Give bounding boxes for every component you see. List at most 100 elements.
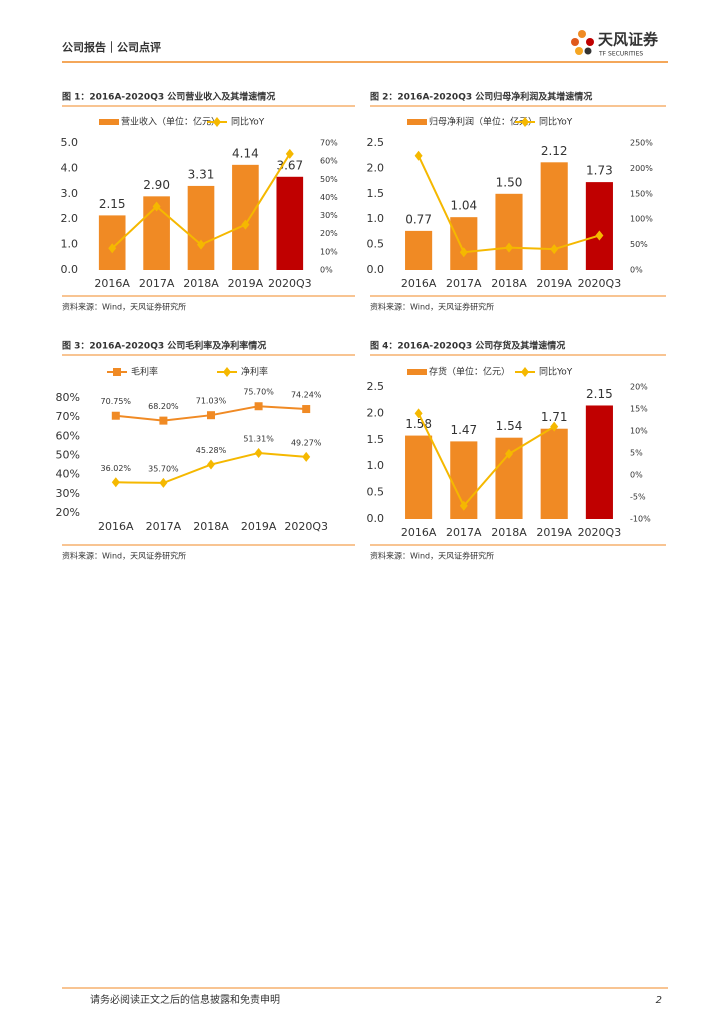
- x-tick-label: 2020Q3: [268, 277, 312, 290]
- y2-tick-label: 5%: [630, 449, 643, 458]
- x-tick-label: 2019A: [228, 277, 264, 290]
- y-tick-label: 20%: [56, 506, 80, 519]
- data-label: 36.02%: [101, 464, 132, 473]
- legend-label: 同比YoY: [231, 116, 265, 128]
- y-tick-label: 50%: [56, 449, 80, 462]
- y2-tick-label: 50%: [630, 240, 648, 249]
- chart-title: 图 3：2016A-2020Q3 公司毛利率及净利率情况: [62, 340, 266, 352]
- chart-source: 资料来源：Wind，天风证券研究所: [370, 551, 494, 561]
- x-tick-label: 2016A: [94, 277, 130, 290]
- y2-tick-label: 0%: [630, 471, 643, 480]
- x-tick-label: 2016A: [98, 520, 134, 533]
- y-tick-label: 5.0: [61, 136, 79, 149]
- y2-tick-label: 30%: [320, 211, 338, 220]
- y2-tick-label: 60%: [320, 157, 338, 166]
- point-marker: [159, 477, 168, 488]
- data-label: 1.71: [541, 410, 568, 424]
- point-marker: [108, 243, 117, 254]
- bar: [405, 230, 433, 270]
- page-number: 2: [656, 995, 662, 1006]
- y2-tick-label: 250%: [630, 139, 653, 148]
- point-marker: [521, 117, 529, 127]
- y-tick-label: 40%: [56, 468, 80, 481]
- x-tick-label: 2020Q3: [578, 526, 622, 539]
- y2-tick-label: -5%: [630, 493, 646, 502]
- logo-icon: [571, 30, 594, 55]
- legend-swatch: [407, 119, 427, 125]
- y-tick-label: 1.0: [367, 212, 385, 225]
- y-tick-label: 0.5: [367, 486, 385, 499]
- legend-label: 同比YoY: [539, 366, 573, 378]
- y2-tick-label: 0%: [630, 266, 643, 275]
- data-label: 45.28%: [196, 446, 227, 455]
- y-tick-label: 2.5: [367, 136, 385, 149]
- data-label: 71.03%: [196, 397, 227, 406]
- y-tick-label: 0.0: [61, 263, 79, 276]
- data-label: 1.50: [496, 175, 523, 189]
- y-tick-label: 2.0: [61, 212, 79, 225]
- y-tick-label: 0.0: [367, 263, 385, 276]
- legend-swatch: [407, 369, 427, 375]
- y-tick-label: 0.5: [367, 238, 385, 251]
- bar: [187, 185, 215, 270]
- y2-tick-label: 20%: [630, 383, 648, 392]
- point-marker: [505, 242, 513, 253]
- legend-swatch: [99, 119, 119, 125]
- x-tick-label: 2020Q3: [578, 277, 622, 290]
- x-tick-label: 2019A: [536, 277, 572, 290]
- y-tick-label: 2.0: [367, 161, 385, 174]
- y-tick-label: 0.0: [367, 512, 385, 525]
- y-tick-label: 30%: [56, 487, 80, 500]
- x-tick-label: 2018A: [183, 277, 219, 290]
- y-tick-label: 1.5: [367, 433, 385, 446]
- data-label: 3.67: [276, 158, 303, 172]
- bar: [495, 193, 523, 270]
- data-label: 1.73: [586, 164, 613, 178]
- y2-tick-label: 10%: [630, 427, 648, 436]
- point-marker: [241, 219, 250, 230]
- point-marker: [414, 150, 423, 161]
- point-marker: [459, 247, 468, 258]
- y-tick-label: 70%: [56, 410, 80, 423]
- point-marker: [213, 117, 221, 127]
- data-label: 4.14: [232, 146, 259, 160]
- data-label: 75.70%: [243, 388, 274, 397]
- point-marker: [550, 421, 559, 432]
- y2-tick-label: 0%: [320, 266, 333, 275]
- legend-label: 净利率: [241, 366, 268, 378]
- bar: [450, 217, 478, 270]
- x-tick-label: 2017A: [446, 277, 482, 290]
- y2-tick-label: 40%: [320, 193, 338, 202]
- y-tick-label: 3.0: [61, 187, 79, 200]
- x-tick-label: 2020Q3: [284, 520, 328, 533]
- legend-label: 同比YoY: [539, 116, 573, 128]
- x-tick-label: 2018A: [491, 277, 527, 290]
- chart-source: 资料来源：Wind，天风证券研究所: [370, 302, 494, 312]
- y-tick-label: 2.0: [367, 406, 385, 419]
- point-marker: [113, 368, 121, 376]
- header-section: 公司报告｜公司点评: [62, 40, 161, 54]
- point-marker: [254, 447, 263, 458]
- x-tick-label: 2018A: [193, 520, 229, 533]
- y2-tick-label: 15%: [630, 405, 648, 414]
- point-marker: [254, 402, 263, 411]
- bar: [405, 435, 433, 519]
- y2-tick-label: 100%: [630, 215, 653, 224]
- data-label: 1.04: [450, 199, 477, 213]
- point-marker: [505, 448, 513, 459]
- y2-tick-label: 200%: [630, 164, 653, 173]
- x-tick-label: 2017A: [446, 526, 482, 539]
- x-tick-label: 2017A: [139, 277, 175, 290]
- y-tick-label: 80%: [56, 391, 80, 404]
- logo-en: TF SECURITIES: [598, 51, 643, 58]
- x-tick-label: 2018A: [491, 526, 527, 539]
- point-marker: [159, 416, 168, 425]
- bar: [585, 182, 613, 270]
- y2-tick-label: 150%: [630, 189, 653, 198]
- point-marker: [111, 411, 120, 420]
- x-tick-label: 2016A: [401, 277, 437, 290]
- data-label: 2.12: [541, 144, 568, 158]
- point-marker: [285, 148, 294, 159]
- data-label: 0.77: [405, 212, 432, 226]
- data-label: 3.31: [188, 167, 215, 181]
